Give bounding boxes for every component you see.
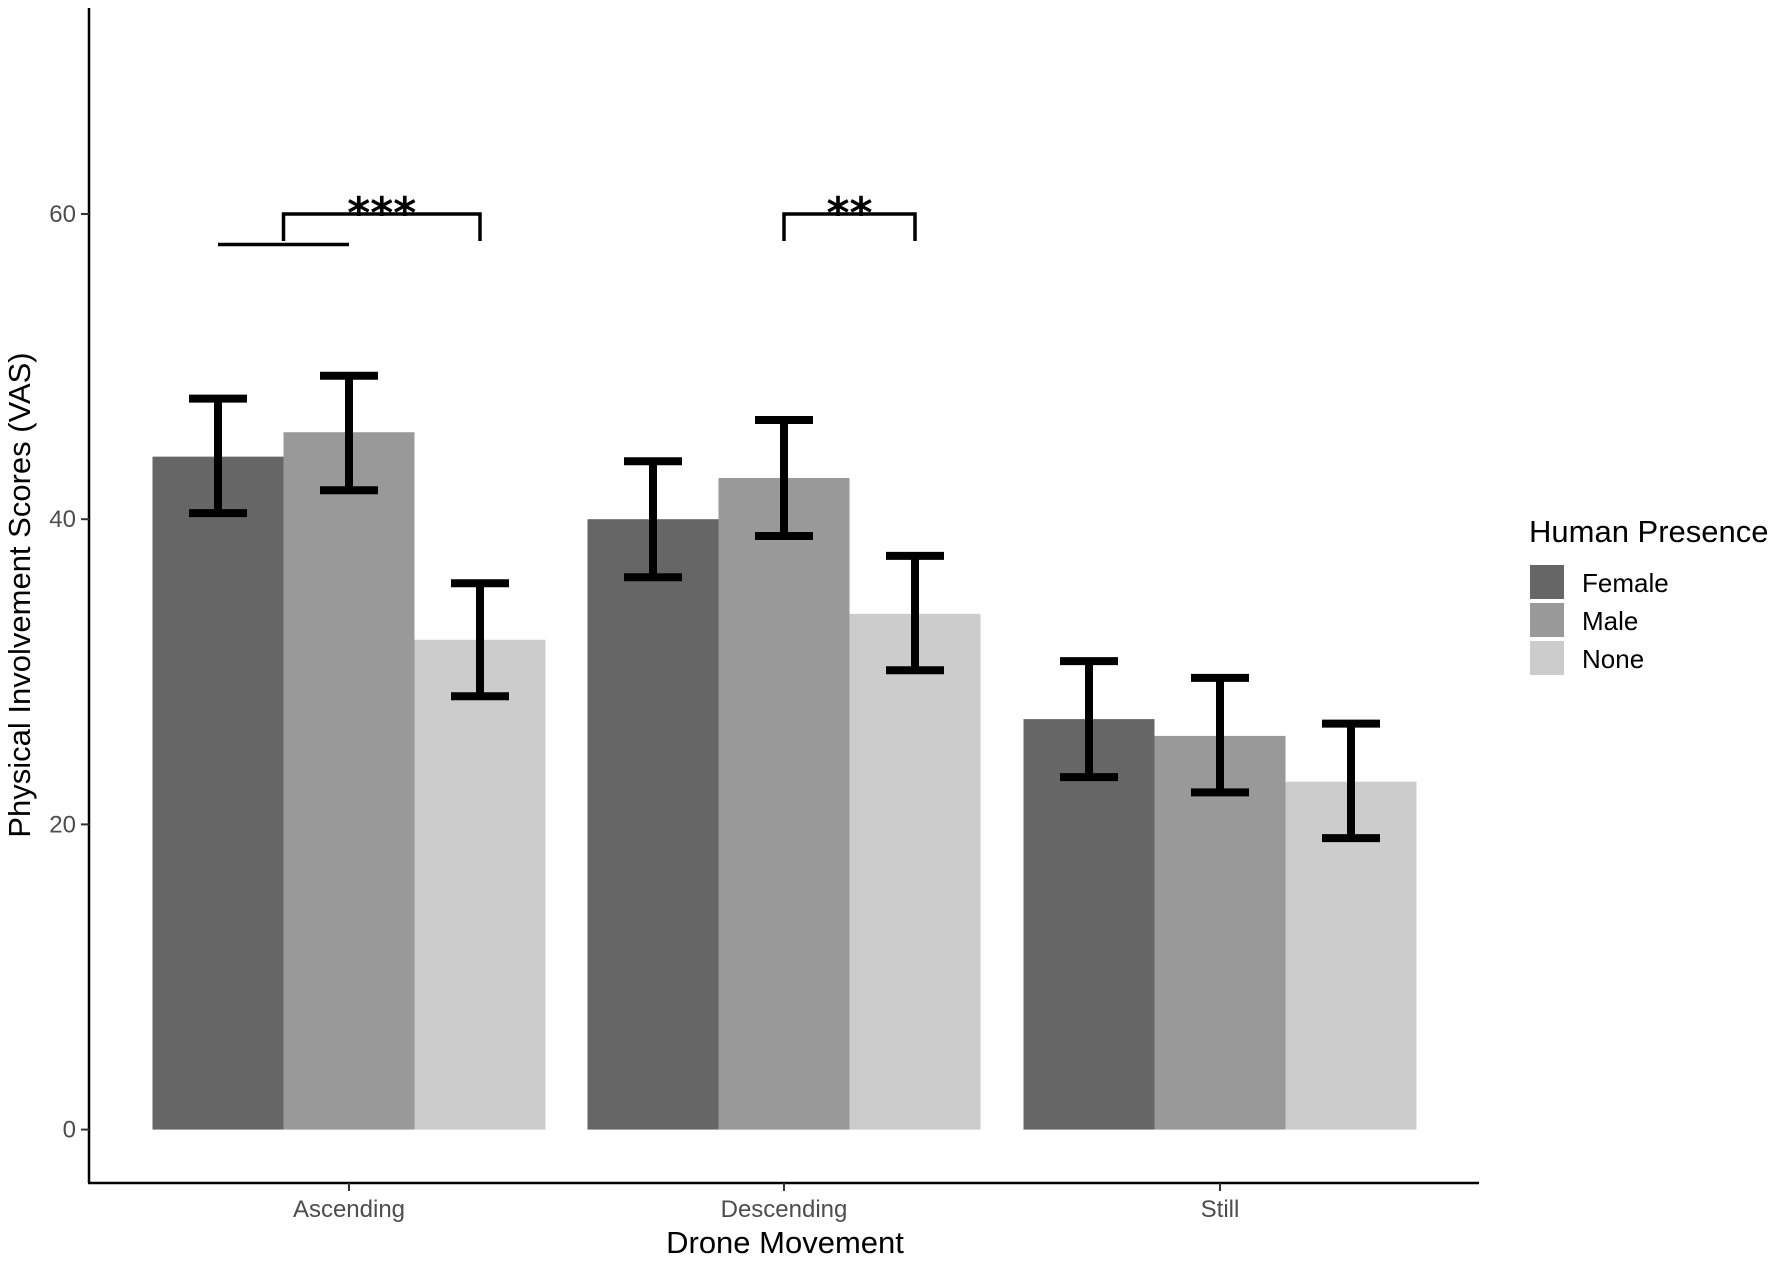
legend-label-none: None <box>1582 644 1644 674</box>
significance-bracket-2: ** <box>782 188 917 242</box>
significance-annotations: *** ** <box>218 188 917 247</box>
bracket-line <box>281 212 482 242</box>
y-tick-label: 60 <box>49 201 76 228</box>
y-tick-label: 20 <box>49 811 76 838</box>
y-tick-label: 0 <box>63 1117 76 1144</box>
bars-layer <box>152 432 1417 1130</box>
error-bar-ascending-female <box>189 394 247 518</box>
legend-label-female: Female <box>1582 568 1669 598</box>
bar-descending-none <box>849 613 981 1130</box>
legend-title: Human Presence <box>1529 514 1769 549</box>
legend-swatch-female <box>1530 565 1564 599</box>
bar-ascending-male <box>283 432 415 1130</box>
error-bar-descending-female <box>624 457 682 582</box>
x-axis-title: Drone Movement <box>666 1225 904 1260</box>
error-bar-descending-none <box>886 551 944 675</box>
bracket-line <box>782 212 917 242</box>
legend: Human Presence Female Male None <box>1529 514 1769 675</box>
x-tick-label: Still <box>1201 1196 1240 1223</box>
bar-descending-female <box>587 519 719 1130</box>
error-bars-layer <box>189 371 1380 843</box>
error-bar-still-female <box>1060 657 1118 782</box>
x-tick-label: Descending <box>721 1196 848 1223</box>
bar-ascending-none <box>414 639 546 1130</box>
y-axis-title: Physical Involvement Scores (VAS) <box>2 352 37 837</box>
significance-bracket-1: *** <box>218 188 482 247</box>
error-bar-ascending-none <box>451 579 509 701</box>
x-tick-label: Ascending <box>293 1196 405 1223</box>
error-bar-descending-male <box>755 416 813 540</box>
x-ticks: Ascending Descending Still <box>293 1183 1239 1223</box>
bar-still-female <box>1023 719 1155 1130</box>
error-bar-ascending-male <box>320 371 378 495</box>
significance-label: ** <box>826 188 872 239</box>
legend-label-male: Male <box>1582 606 1638 636</box>
bar-descending-male <box>718 478 850 1130</box>
legend-swatch-none <box>1530 641 1564 675</box>
legend-swatch-male <box>1530 603 1564 637</box>
y-ticks: 0 20 40 60 <box>49 201 89 1144</box>
error-bar-still-male <box>1191 673 1249 797</box>
bar-still-male <box>1154 735 1286 1130</box>
significance-label: *** <box>347 188 416 239</box>
error-bar-still-none <box>1322 719 1380 843</box>
y-tick-label: 40 <box>49 506 76 533</box>
bar-ascending-female <box>152 456 284 1130</box>
